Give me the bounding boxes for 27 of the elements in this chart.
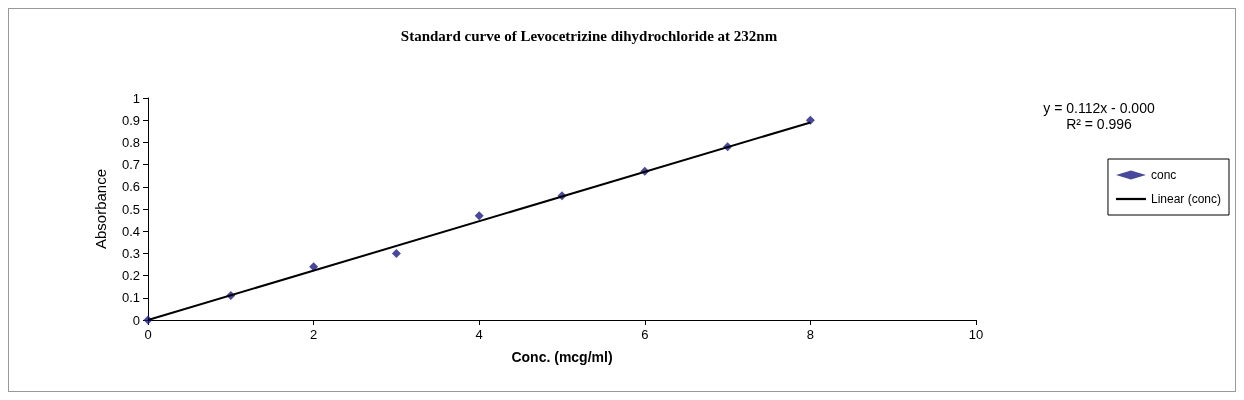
x-tick-label: 6 bbox=[641, 327, 649, 342]
x-tick-label: 8 bbox=[806, 327, 815, 342]
y-tick-label: 0.8 bbox=[121, 134, 140, 150]
point bbox=[391, 248, 401, 258]
legend-label: Linear (conc) bbox=[1150, 192, 1221, 206]
y-tick-label: 0 bbox=[132, 312, 140, 328]
y-tick-label: 0.9 bbox=[121, 112, 140, 128]
y-tick-label: 0.7 bbox=[121, 157, 140, 173]
x-tick-label: 10 bbox=[968, 327, 984, 342]
y-tick-label: 0.5 bbox=[121, 201, 140, 217]
legend-label: conc bbox=[1150, 168, 1177, 182]
y-tick-label: 1 bbox=[132, 90, 140, 106]
point bbox=[474, 211, 484, 221]
chart-title: Standard curve of Levocetrizine dihydrochloride at 232nm bbox=[400, 27, 778, 44]
y-tick-label: 0.2 bbox=[121, 268, 140, 284]
point bbox=[805, 115, 815, 125]
text: y = 0.112x - 0.000 bbox=[1043, 100, 1155, 116]
y-tick-label: 0.1 bbox=[121, 290, 140, 306]
text: R² = 0.996 bbox=[1066, 116, 1133, 132]
y-tick-label: 0.6 bbox=[121, 179, 140, 195]
y-axis-title: Absorbance bbox=[92, 168, 109, 250]
x-tick-label: 0 bbox=[144, 327, 152, 342]
y-tick-label: 0.3 bbox=[121, 245, 140, 261]
x-tick-label: 2 bbox=[309, 327, 318, 342]
x-axis-title: Conc. (mcg/ml) bbox=[511, 349, 613, 365]
x-tick-label: 4 bbox=[475, 327, 483, 342]
y-tick-label: 0.4 bbox=[121, 223, 140, 239]
